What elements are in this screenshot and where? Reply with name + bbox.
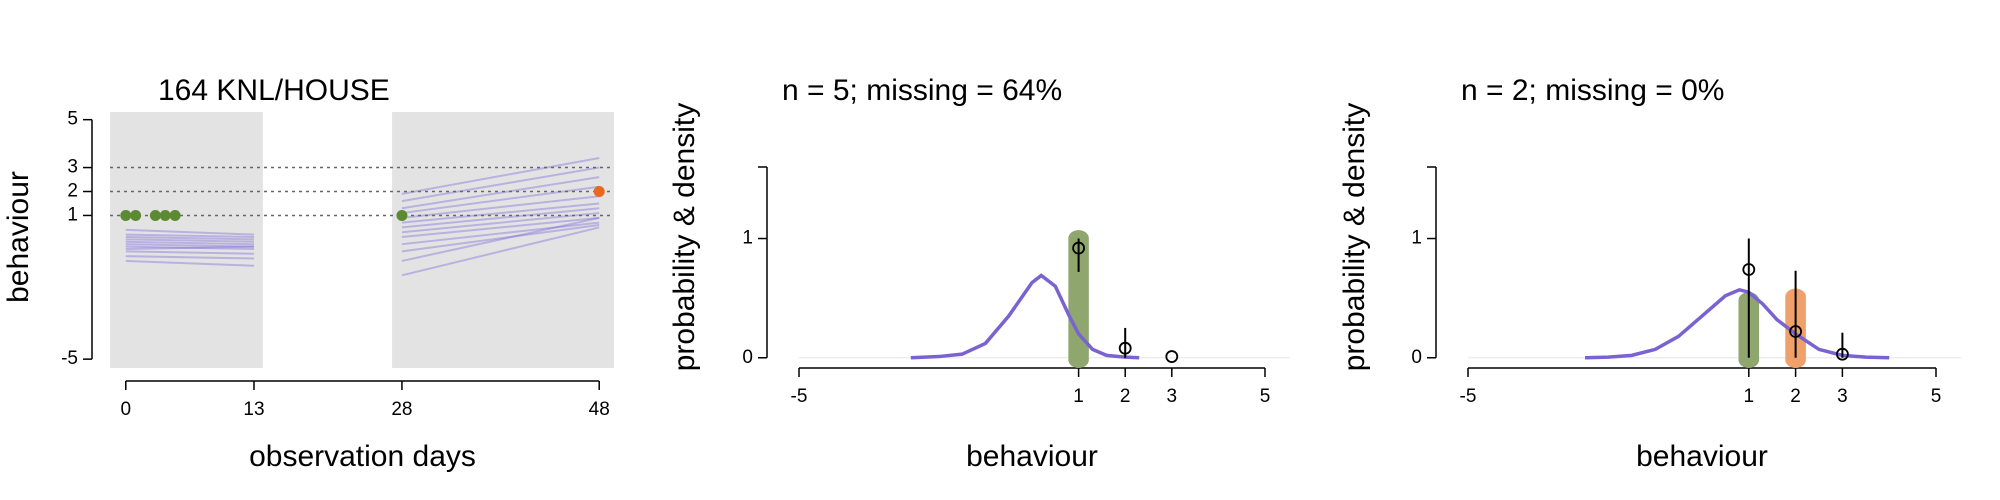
x-tick-label: 3 — [1837, 386, 1848, 407]
estimate-point — [1118, 341, 1132, 355]
estimate-point — [1742, 263, 1756, 276]
density-curve — [910, 273, 1140, 360]
simulated-line — [125, 240, 255, 246]
x-axis-label: observation days — [249, 440, 476, 473]
simulated-line — [401, 216, 600, 262]
y-tick-label: 2 — [67, 181, 78, 202]
simulated-line — [125, 245, 255, 250]
simulated-line — [401, 166, 600, 203]
simulated-line — [125, 245, 255, 250]
chart-title: n = 2; missing = 0% — [1461, 74, 1724, 107]
estimate-point — [1789, 325, 1802, 338]
estimate-point — [1836, 347, 1849, 361]
x-tick-label: 28 — [391, 399, 412, 420]
x-tick-label: 1 — [1073, 386, 1084, 407]
estimate-point — [1165, 350, 1179, 363]
observed-point — [149, 209, 161, 221]
x-tick-label: 48 — [589, 399, 610, 420]
y-tick-label: 0 — [742, 347, 753, 368]
simulated-line — [401, 195, 600, 219]
x-tick-label: 3 — [1167, 386, 1178, 407]
simulated-line — [401, 202, 600, 224]
shaded-region — [110, 112, 263, 368]
x-tick-label: -5 — [791, 386, 808, 407]
y-tick-label: -5 — [61, 348, 78, 369]
x-tick-label: -5 — [1460, 386, 1477, 407]
chart-title: 164 KNL/HOUSE — [158, 74, 390, 107]
x-tick-label: 5 — [1260, 386, 1271, 407]
y-tick-label: 1 — [742, 228, 753, 249]
simulated-line — [125, 236, 255, 241]
x-tick-label: 1 — [1744, 386, 1755, 407]
simulated-line — [401, 207, 600, 229]
simulated-line — [125, 233, 255, 239]
simulated-line — [401, 176, 600, 210]
y-axis-label: probability & density — [1338, 103, 1371, 371]
x-axis-label: behaviour — [966, 440, 1098, 473]
x-tick-label: 2 — [1790, 386, 1801, 407]
simulated-line — [125, 259, 255, 267]
simulated-line — [125, 250, 255, 255]
y-axis-label: probability & density — [668, 103, 701, 371]
simulated-line — [401, 212, 600, 234]
simulated-line — [125, 243, 255, 248]
x-tick-label: 0 — [120, 399, 131, 420]
y-tick-label: 0 — [1411, 347, 1422, 368]
y-tick-label: 1 — [1411, 228, 1422, 249]
shaded-region — [392, 112, 614, 368]
observed-point — [396, 209, 408, 221]
x-tick-label: 13 — [243, 399, 264, 420]
estimate-point — [1072, 241, 1085, 255]
simulated-line — [401, 216, 600, 239]
observed-point — [169, 209, 181, 221]
y-tick-label: 5 — [67, 109, 78, 130]
y-tick-label: 3 — [67, 157, 78, 178]
simulated-line — [125, 238, 255, 243]
y-tick-label: 1 — [67, 204, 78, 225]
density-curve — [1584, 287, 1890, 360]
x-axis-label: behaviour — [1636, 440, 1768, 473]
x-tick-label: 5 — [1931, 386, 1942, 407]
observed-point — [159, 209, 171, 221]
simulated-line — [125, 228, 255, 236]
highlight-bar — [1068, 230, 1089, 368]
simulated-line — [401, 226, 600, 277]
x-tick-label: 2 — [1120, 386, 1131, 407]
observed-point — [130, 209, 142, 221]
simulated-line — [125, 255, 255, 260]
simulated-line — [401, 156, 600, 195]
chart-title: n = 5; missing = 64% — [782, 74, 1062, 107]
observed-point — [120, 209, 132, 221]
simulated-line — [401, 221, 600, 246]
y-axis-label: behaviour — [2, 171, 35, 303]
observed-point — [593, 186, 605, 198]
simulated-line — [401, 224, 600, 253]
